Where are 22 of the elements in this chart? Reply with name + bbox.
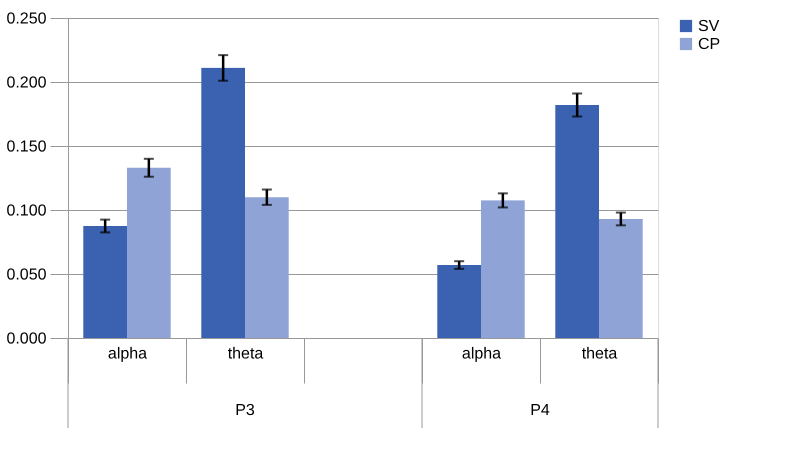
x-tick-label: alpha [108,346,148,362]
y-tick-label: 0.150 [6,138,47,156]
bar [201,68,245,338]
text: P3 [235,402,255,419]
bar [481,200,525,338]
bar [83,226,127,338]
x-tick-label: alpha [462,346,502,362]
bar [245,197,289,338]
y-tick-label: 0.200 [6,74,47,92]
bar [555,105,599,338]
bar [599,218,643,338]
y-tick-label: 0.100 [6,202,47,220]
x-tick-label: theta [228,346,264,362]
bar [127,168,171,338]
x-tick-label: theta [582,346,618,362]
y-tick-label: 0.250 [6,10,47,28]
y-tick-label: 0.050 [6,266,47,284]
bar [437,265,481,338]
legend-label: CP [698,36,720,53]
legend-label: SV [698,18,720,35]
text: P4 [530,402,550,419]
y-tick-label: 0.000 [6,330,47,348]
